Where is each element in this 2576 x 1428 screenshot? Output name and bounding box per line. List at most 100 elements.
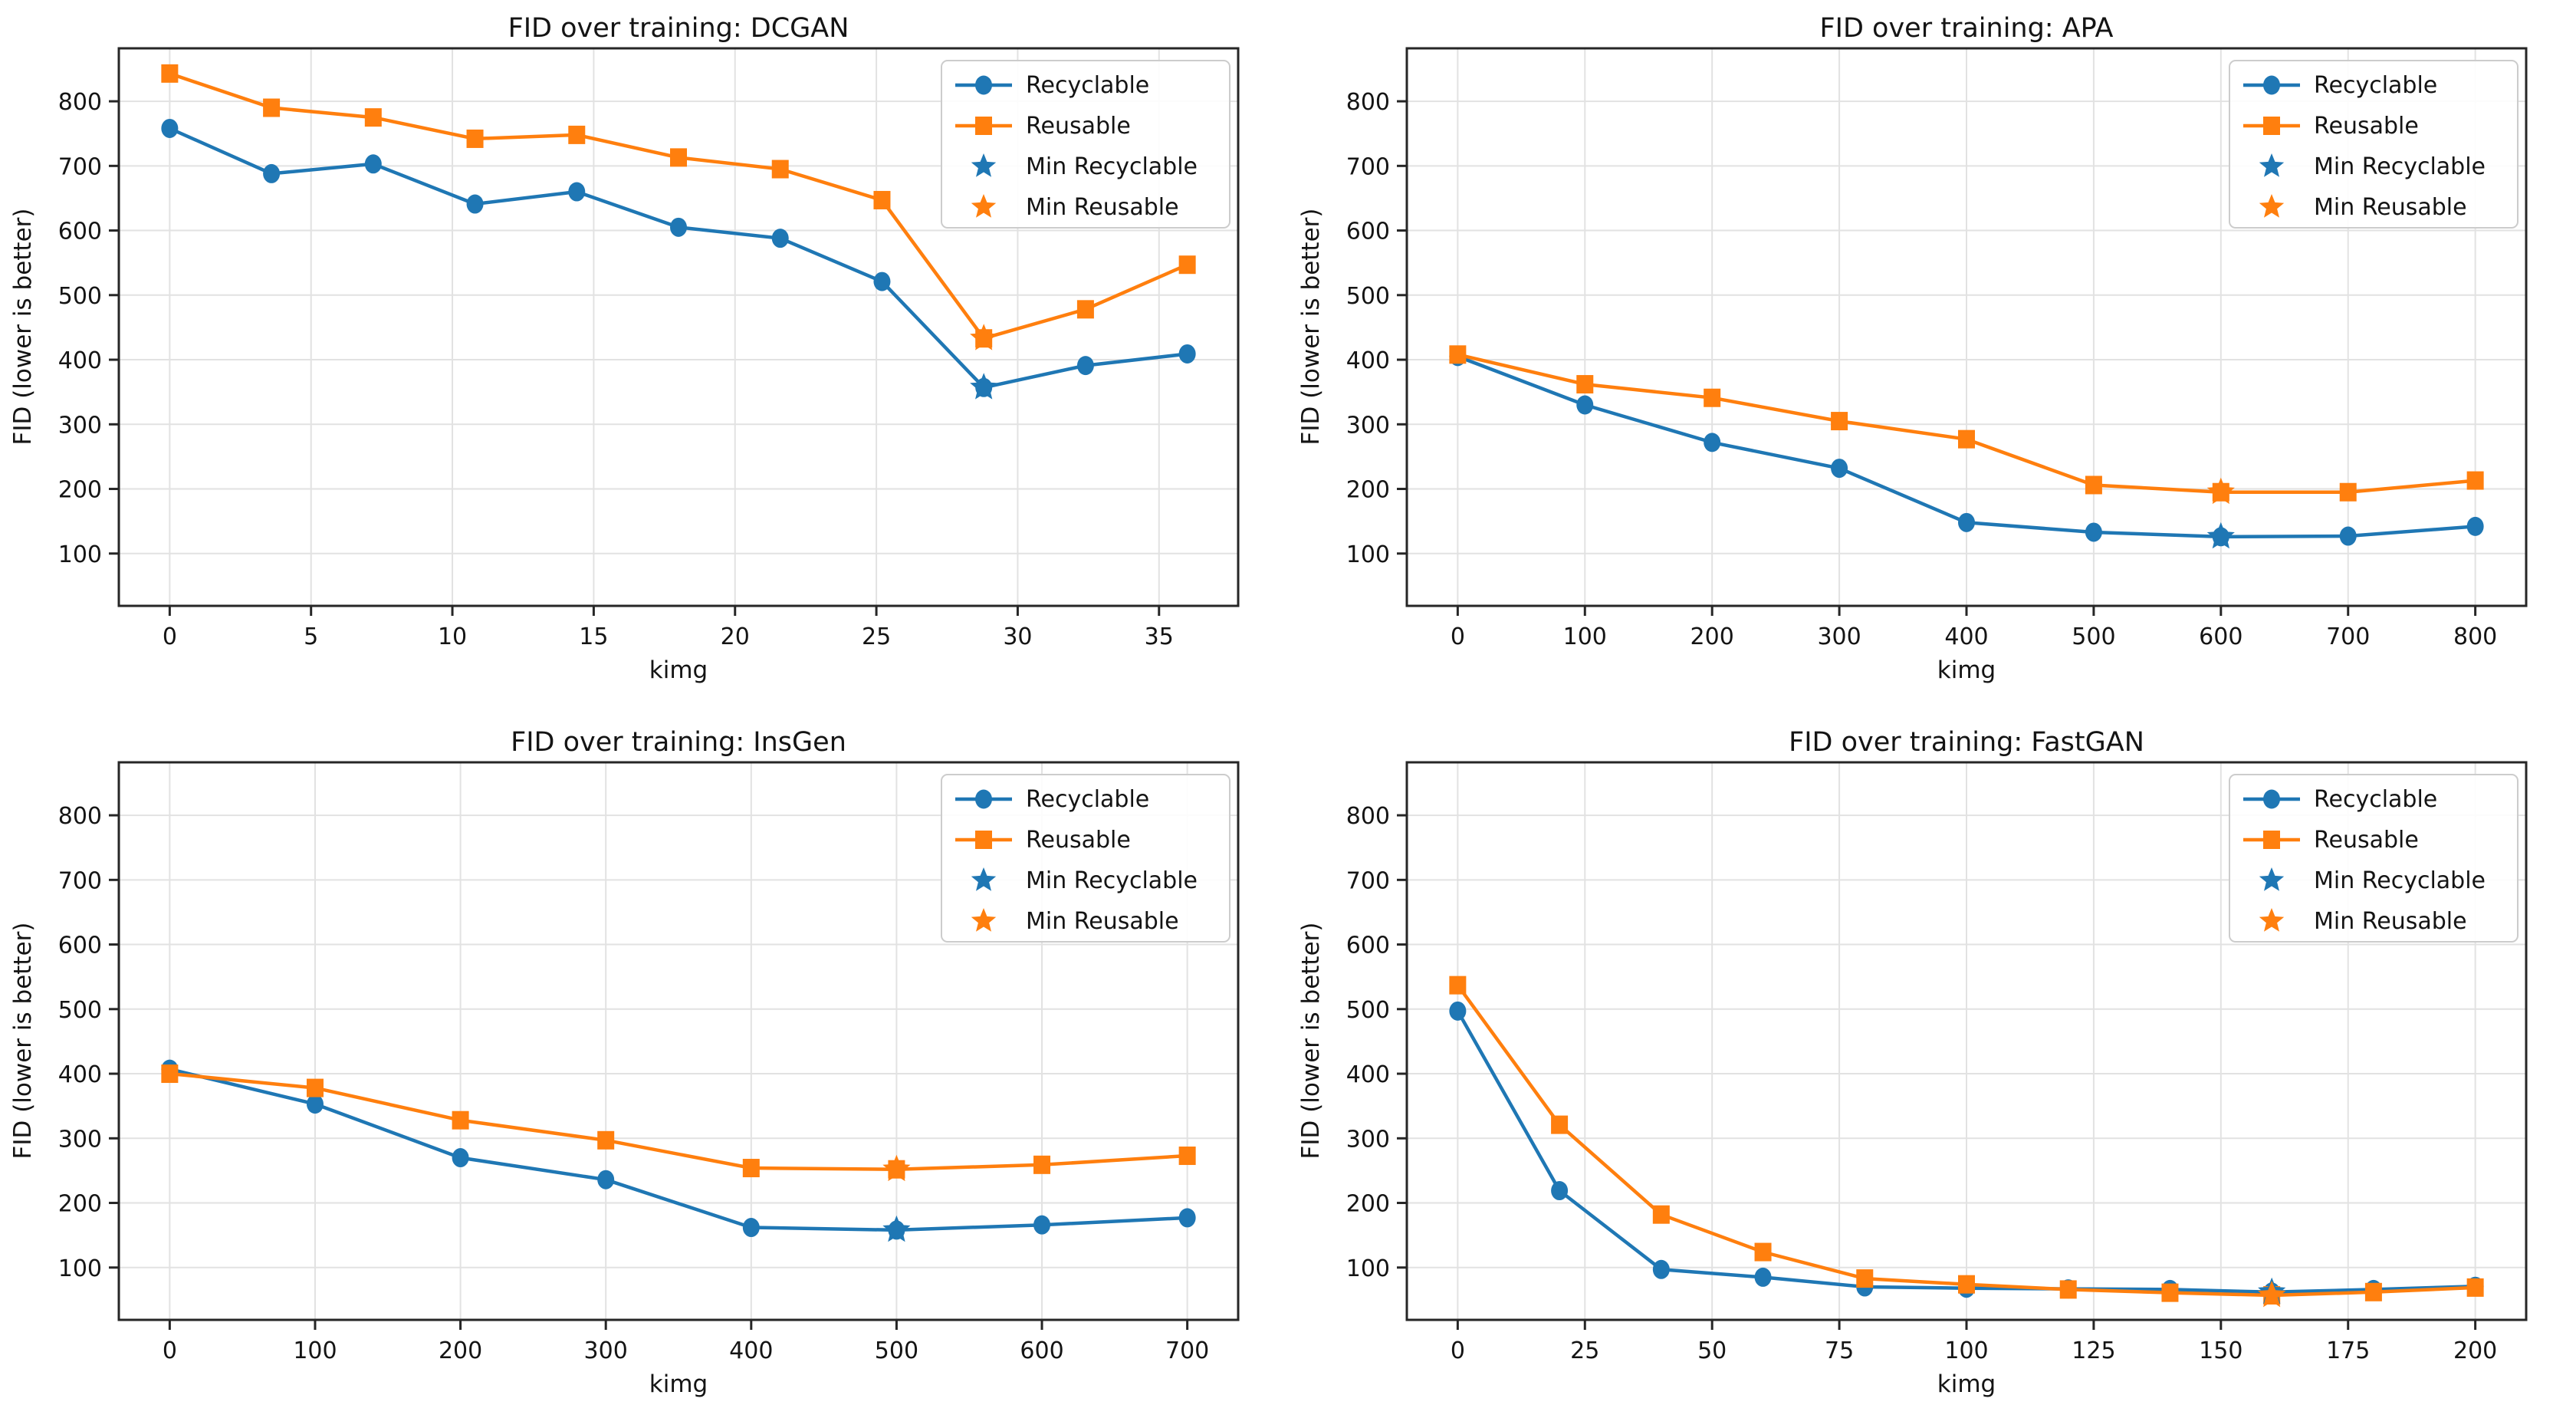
x-tick-label: 600 <box>1020 1338 1063 1364</box>
axis-ticks: 0 25 50 75 100 125 150 175 200 100 200 300 400 500 600… <box>1346 803 2498 1364</box>
y-tick-label: 400 <box>58 347 102 374</box>
x-tick-label: 50 <box>1697 1338 1727 1364</box>
plot-canvas-apa: 0 100 200 300 400 500 600 700 800 100 200 300 400 500… <box>1346 47 2528 650</box>
x-tick-label: 10 <box>438 624 467 650</box>
plot-canvas-fastgan: 0 25 50 75 100 125 150 175 200 100 200 300 400 500 600… <box>1346 761 2528 1364</box>
legend-label: Min Recyclable <box>1026 153 1198 180</box>
y-axis-label: FID (lower is better) <box>1297 209 1325 446</box>
y-tick-label: 800 <box>58 89 102 116</box>
y-axis-label: FID (lower is better) <box>9 923 37 1160</box>
x-tick-label: 200 <box>1691 624 1734 650</box>
x-tick-label: 0 <box>1451 1338 1465 1364</box>
y-tick-label: 300 <box>58 1126 102 1153</box>
y-tick-label: 800 <box>58 803 102 830</box>
x-axis-label: kimg <box>649 656 708 684</box>
min-star-marker <box>882 1154 911 1182</box>
y-tick-label: 600 <box>58 219 102 245</box>
axis-ticks: 0 5 10 15 20 25 30 35 100 200 300 400 500 600 700 800 <box>58 89 1174 650</box>
y-tick-label: 800 <box>1346 89 1390 116</box>
x-tick-label: 500 <box>2072 624 2115 650</box>
legend-star-icon <box>2259 194 2285 218</box>
chart-title: FID over training: InsGen <box>511 727 846 758</box>
x-tick-label: 75 <box>1825 1338 1854 1364</box>
legend-star-icon <box>971 867 997 891</box>
legend-label: Reusable <box>1026 827 1131 854</box>
x-tick-label: 15 <box>579 624 608 650</box>
legend-star-icon <box>971 194 997 218</box>
legend-label: Min Reusable <box>1026 194 1179 221</box>
x-axis-label: kimg <box>649 1370 708 1398</box>
plot-spines <box>117 47 1240 607</box>
y-tick-label: 200 <box>1346 477 1390 504</box>
plot-spines <box>117 761 1240 1321</box>
subplot-fastgan: 0 25 50 75 100 125 150 175 200 100 200 300 400 500 600… <box>1297 727 2528 1398</box>
chart-title: FID over training: APA <box>1820 13 2114 44</box>
min-star-marker <box>2206 477 2235 505</box>
x-tick-label: 300 <box>1817 624 1861 650</box>
x-tick-label: 0 <box>163 1338 177 1364</box>
plot-spines <box>1405 761 2528 1321</box>
x-tick-label: 20 <box>721 624 750 650</box>
y-tick-label: 500 <box>58 283 102 310</box>
legend: Recyclable Reusable Min Recyclable Min Reus… <box>2229 60 2518 229</box>
x-tick-label: 25 <box>1570 1338 1599 1364</box>
legend-label: Recyclable <box>2314 786 2437 813</box>
series-reusable <box>161 1064 1196 1179</box>
chart-title: FID over training: FastGAN <box>1789 727 2144 758</box>
x-tick-label: 125 <box>2072 1338 2115 1364</box>
y-tick-label: 200 <box>1346 1191 1390 1218</box>
legend-label: Min Recyclable <box>2314 153 2486 180</box>
legend-label: Reusable <box>1026 113 1131 140</box>
y-tick-label: 100 <box>1346 1255 1390 1282</box>
legend-star-icon <box>2259 153 2285 177</box>
legend-label: Min Reusable <box>1026 908 1179 935</box>
legend-box <box>941 774 1230 943</box>
x-tick-label: 400 <box>1944 624 1988 650</box>
legend-label: Recyclable <box>2314 72 2437 99</box>
x-tick-label: 100 <box>1563 624 1607 650</box>
min-star-marker <box>970 324 998 350</box>
legend-box <box>2229 774 2518 943</box>
y-tick-label: 800 <box>1346 803 1390 830</box>
legend-star-icon <box>2259 867 2285 891</box>
y-tick-label: 600 <box>1346 219 1390 245</box>
axis-ticks: 0 100 200 300 400 500 600 700 800 100 200 300 400 500… <box>1346 89 2498 650</box>
y-tick-label: 600 <box>58 933 102 959</box>
legend-label: Min Reusable <box>2314 194 2467 221</box>
min-markers <box>2258 1277 2286 1308</box>
x-tick-label: 700 <box>1165 1338 1209 1364</box>
y-tick-label: 700 <box>1346 867 1390 894</box>
legend: Recyclable Reusable Min Recyclable Min Reus… <box>2229 774 2518 943</box>
x-axis-label: kimg <box>1937 656 1996 684</box>
legend-star-icon <box>971 908 997 932</box>
y-tick-label: 700 <box>58 153 102 180</box>
x-tick-label: 200 <box>2453 1338 2497 1364</box>
y-tick-label: 500 <box>1346 997 1390 1024</box>
legend: Recyclable Reusable Min Recyclable Min Reus… <box>941 60 1230 229</box>
legend-label: Recyclable <box>1026 786 1149 813</box>
y-tick-label: 500 <box>1346 283 1390 310</box>
x-tick-label: 100 <box>1944 1338 1988 1364</box>
min-star-marker <box>2206 522 2235 549</box>
y-tick-label: 700 <box>58 867 102 894</box>
y-tick-label: 300 <box>1346 412 1390 439</box>
legend: Recyclable Reusable Min Recyclable Min Reus… <box>941 774 1230 943</box>
y-tick-label: 300 <box>58 412 102 439</box>
min-star-marker <box>2258 1281 2286 1308</box>
legend-label: Reusable <box>2314 827 2419 854</box>
x-axis-label: kimg <box>1937 1370 1996 1398</box>
legend-label: Recyclable <box>1026 72 1149 99</box>
x-tick-label: 35 <box>1145 624 1174 650</box>
y-tick-label: 600 <box>1346 933 1390 959</box>
x-tick-label: 30 <box>1003 624 1032 650</box>
subplot-apa: 0 100 200 300 400 500 600 700 800 100 200 300 400 500… <box>1297 13 2528 684</box>
legend-star-icon <box>2259 908 2285 932</box>
x-tick-label: 200 <box>439 1338 482 1364</box>
y-axis-label: FID (lower is better) <box>1297 923 1325 1160</box>
x-tick-label: 500 <box>875 1338 918 1364</box>
subplot-dcgan: 0 5 10 15 20 25 30 35 100 200 300 400 500 600 700 800 Re… <box>9 13 1240 684</box>
legend-label: Min Reusable <box>2314 908 2467 935</box>
legend-label: Min Recyclable <box>1026 867 1198 894</box>
x-tick-label: 100 <box>293 1338 337 1364</box>
x-tick-label: 25 <box>862 624 891 650</box>
